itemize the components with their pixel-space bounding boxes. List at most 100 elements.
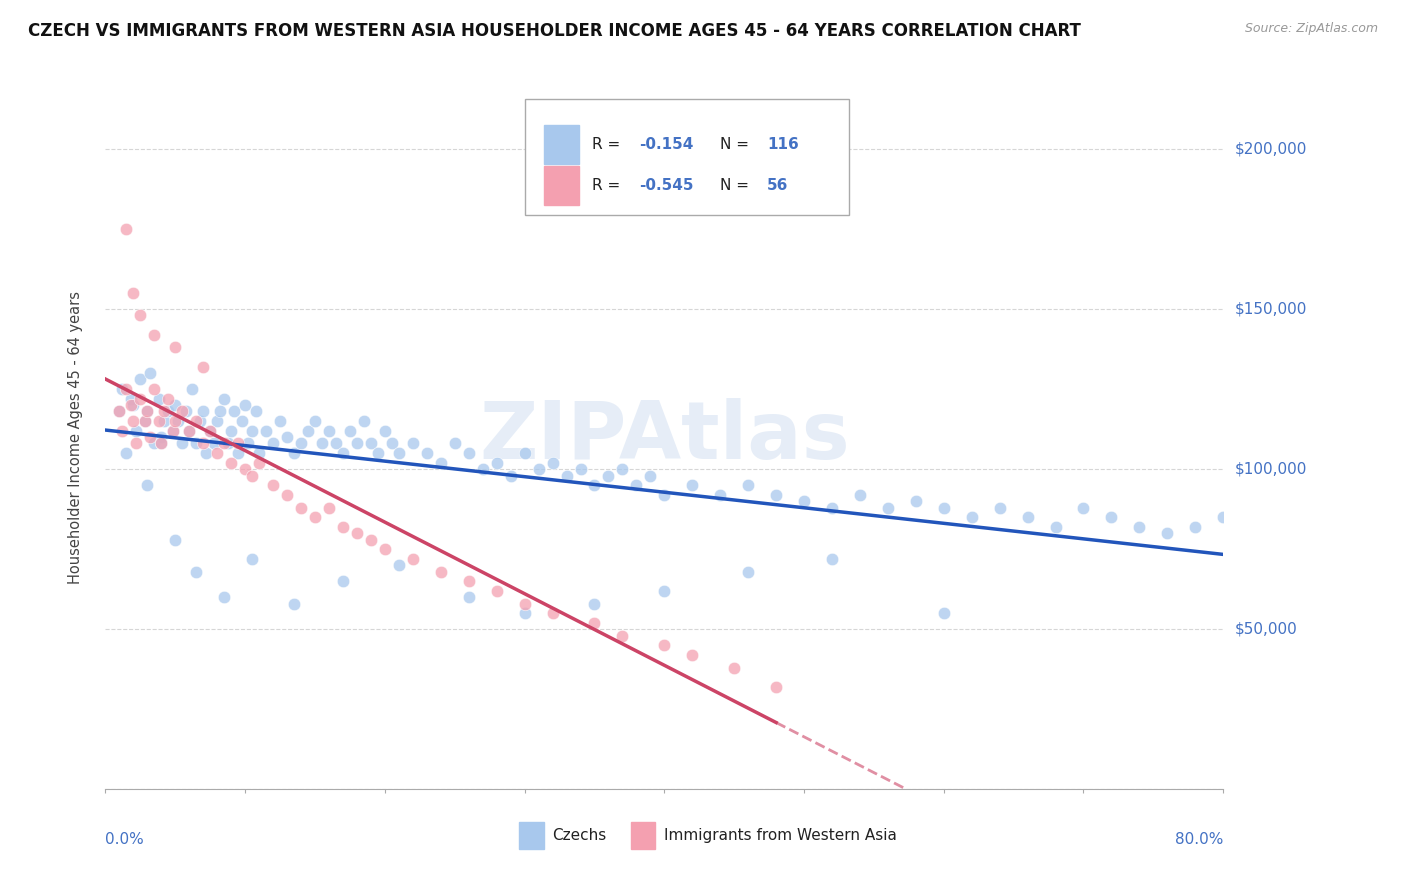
Point	[367, 446, 389, 460]
Point	[297, 424, 319, 438]
Point	[108, 404, 131, 418]
Point	[136, 404, 159, 418]
Text: N =: N =	[720, 178, 754, 193]
Point	[153, 404, 176, 418]
Point	[153, 414, 176, 428]
Point	[652, 638, 676, 652]
Point	[165, 398, 187, 412]
Point	[737, 478, 759, 492]
Text: R =: R =	[592, 178, 624, 193]
Point	[513, 597, 536, 611]
Point	[381, 436, 404, 450]
Point	[125, 424, 148, 438]
Point	[236, 436, 259, 450]
Point	[240, 468, 263, 483]
Point	[139, 430, 162, 444]
Point	[120, 398, 142, 412]
Point	[150, 436, 173, 450]
Text: 0.0%: 0.0%	[105, 831, 145, 847]
Bar	[519, 822, 544, 848]
Point	[233, 398, 256, 412]
Point	[162, 424, 184, 438]
Point	[240, 551, 263, 566]
Point	[283, 597, 305, 611]
Point	[513, 446, 536, 460]
Point	[346, 436, 368, 450]
Point	[283, 446, 305, 460]
Point	[765, 488, 787, 502]
Point	[1017, 510, 1039, 524]
Bar	[544, 125, 579, 164]
Point	[821, 500, 844, 515]
Point	[108, 404, 131, 418]
Point	[932, 607, 955, 621]
Point	[304, 510, 326, 524]
Point	[598, 468, 620, 483]
Point	[233, 462, 256, 476]
Point	[555, 468, 578, 483]
Point	[193, 359, 215, 374]
Text: $200,000: $200,000	[1234, 141, 1306, 156]
Point	[360, 533, 382, 547]
Text: $100,000: $100,000	[1234, 462, 1306, 476]
Point	[172, 404, 194, 418]
Point	[143, 436, 166, 450]
Point	[1212, 510, 1234, 524]
Text: CZECH VS IMMIGRANTS FROM WESTERN ASIA HOUSEHOLDER INCOME AGES 45 - 64 YEARS CORR: CZECH VS IMMIGRANTS FROM WESTERN ASIA HO…	[28, 22, 1081, 40]
Text: -0.154: -0.154	[638, 137, 693, 153]
Point	[134, 414, 156, 428]
Point	[471, 462, 494, 476]
Point	[304, 414, 326, 428]
Point	[204, 436, 226, 450]
Point	[226, 446, 249, 460]
Point	[254, 424, 277, 438]
Text: 116: 116	[768, 137, 799, 153]
Point	[290, 436, 312, 450]
Point	[165, 414, 187, 428]
Point	[332, 520, 354, 534]
Point	[318, 424, 340, 438]
Point	[737, 565, 759, 579]
Point	[143, 327, 166, 342]
Point	[849, 488, 872, 502]
Point	[457, 591, 479, 605]
Point	[193, 404, 215, 418]
Point	[157, 404, 180, 418]
Point	[115, 382, 138, 396]
Text: Source: ZipAtlas.com: Source: ZipAtlas.com	[1244, 22, 1378, 36]
Point	[219, 424, 242, 438]
Point	[1045, 520, 1067, 534]
Point	[499, 468, 522, 483]
Point	[443, 436, 465, 450]
Point	[430, 565, 453, 579]
Point	[388, 446, 411, 460]
Point	[181, 382, 204, 396]
Point	[332, 574, 354, 589]
Point	[134, 414, 156, 428]
Point	[143, 382, 166, 396]
Point	[111, 382, 134, 396]
Text: ZIPAtlas: ZIPAtlas	[479, 398, 849, 476]
Text: 56: 56	[768, 178, 789, 193]
Point	[205, 414, 228, 428]
Point	[388, 558, 411, 573]
Point	[186, 565, 208, 579]
Point	[190, 414, 212, 428]
Point	[139, 366, 162, 380]
Point	[723, 661, 745, 675]
Point	[457, 574, 479, 589]
Point	[904, 494, 927, 508]
Point	[162, 424, 184, 438]
Point	[652, 488, 676, 502]
Point	[150, 430, 173, 444]
Point	[988, 500, 1011, 515]
Point	[157, 392, 180, 406]
Point	[176, 404, 198, 418]
Point	[932, 500, 955, 515]
Point	[165, 340, 187, 354]
Point	[583, 478, 606, 492]
Text: 80.0%: 80.0%	[1175, 831, 1223, 847]
Text: R =: R =	[592, 137, 624, 153]
Point	[226, 436, 249, 450]
Point	[709, 488, 731, 502]
